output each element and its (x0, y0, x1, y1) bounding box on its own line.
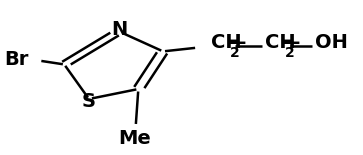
Text: Me: Me (118, 129, 151, 148)
Text: 2: 2 (230, 46, 240, 60)
Text: S: S (82, 92, 96, 111)
Text: —: — (227, 33, 246, 52)
Text: OH: OH (315, 33, 347, 52)
Text: CH: CH (211, 33, 241, 52)
Text: CH: CH (265, 33, 296, 52)
Text: N: N (111, 20, 127, 39)
Text: Br: Br (5, 50, 29, 69)
Text: 2: 2 (285, 46, 294, 60)
Text: —: — (281, 33, 301, 52)
